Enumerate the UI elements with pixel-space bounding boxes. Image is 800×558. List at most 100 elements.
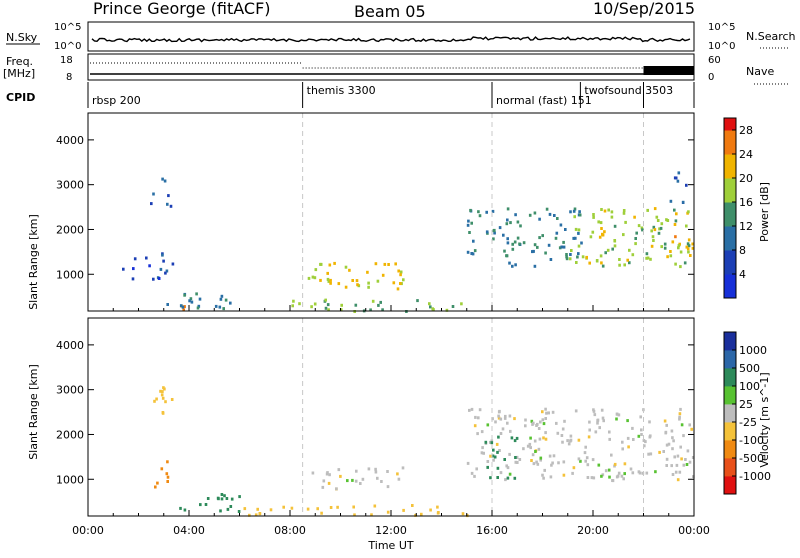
heatmap-cell	[691, 456, 695, 459]
heatmap-cell	[617, 413, 621, 417]
heatmap-cell	[637, 224, 641, 228]
heatmap-cell	[669, 199, 673, 203]
heatmap-cell	[607, 468, 611, 472]
velocity-panel: Slant Range [km] 1000 2000 3000 4000	[27, 317, 695, 518]
freq-tick-top: 18	[60, 55, 73, 66]
heatmap-cell	[552, 454, 556, 458]
heatmap-cell	[473, 474, 476, 478]
heatmap-cell	[339, 308, 343, 312]
heatmap-cell	[513, 240, 517, 244]
power-gridlines	[302, 113, 644, 311]
heatmap-cell	[474, 415, 477, 419]
heatmap-cell	[548, 454, 552, 458]
xtick-label: 00:00	[72, 524, 104, 537]
xtick-label: 12:00	[375, 524, 407, 537]
heatmap-cell	[592, 408, 595, 412]
heatmap-cell	[159, 389, 162, 393]
heatmap-cell	[166, 480, 169, 483]
heatmap-cell	[536, 245, 539, 249]
heatmap-cell	[688, 460, 692, 464]
heatmap-cell	[472, 239, 475, 243]
heatmap-cell	[229, 505, 233, 508]
heatmap-cell	[238, 495, 241, 499]
heatmap-cell	[686, 242, 690, 246]
heatmap-cell	[673, 223, 677, 226]
heatmap-cell	[122, 267, 125, 271]
heatmap-cell	[219, 297, 223, 301]
heatmap-cell	[470, 252, 473, 255]
heatmap-cell	[477, 210, 480, 214]
heatmap-cell	[592, 409, 596, 413]
heatmap-cell	[522, 447, 525, 451]
heatmap-cell	[641, 471, 645, 475]
heatmap-cell	[676, 179, 680, 183]
heatmap-cell	[513, 417, 516, 421]
heatmap-cell	[588, 428, 591, 432]
heatmap-cell	[676, 478, 680, 482]
heatmap-cell	[547, 243, 551, 247]
heatmap-cell	[593, 413, 597, 417]
heatmap-cell	[621, 440, 624, 444]
heatmap-cell	[224, 298, 228, 302]
heatmap-cell	[548, 212, 552, 216]
heatmap-cell	[473, 424, 477, 428]
heatmap-cell	[639, 415, 642, 419]
heatmap-cell	[475, 467, 478, 471]
heatmap-cell	[600, 261, 603, 265]
heatmap-cell	[598, 235, 602, 239]
heatmap-cell	[165, 269, 169, 273]
heatmap-cell	[505, 254, 509, 258]
heatmap-cell	[402, 278, 405, 282]
heatmap-cell	[524, 424, 527, 428]
heatmap-cell	[631, 471, 635, 475]
heatmap-cell	[498, 449, 501, 452]
heatmap-cell	[562, 473, 566, 477]
heatmap-cell	[545, 411, 548, 415]
xtick-label: 04:00	[173, 524, 205, 537]
heatmap-cell	[256, 507, 259, 511]
heatmap-cell	[307, 276, 311, 280]
heatmap-cell	[623, 472, 626, 476]
heatmap-cell	[665, 218, 668, 222]
heatmap-cell	[470, 471, 474, 475]
heatmap-cell	[587, 435, 591, 439]
heatmap-cell	[547, 411, 550, 415]
colorbar-swatch	[724, 160, 736, 167]
heatmap-cell	[254, 513, 258, 517]
heatmap-cell	[155, 397, 158, 401]
heatmap-cell	[686, 449, 690, 453]
heatmap-cell	[504, 414, 507, 418]
heatmap-cell	[392, 281, 396, 285]
velocity-colorbar-label: Velocity [m s^-1]	[758, 372, 771, 467]
colorbar-tick-label: -500	[739, 452, 764, 465]
heatmap-cell	[402, 508, 405, 512]
heatmap-cell	[258, 512, 262, 515]
heatmap-cell	[386, 485, 390, 489]
colorbar-swatch	[724, 172, 736, 179]
heatmap-cell	[496, 450, 499, 454]
power-panel: Slant Range [km] 1000 2000 3000 4000	[27, 112, 695, 313]
heatmap-cell	[666, 219, 670, 222]
colorbar-swatch	[724, 184, 736, 191]
heatmap-cell	[594, 430, 598, 434]
date-title: 10/Sep/2015	[593, 0, 695, 18]
freq-unit: [MHz]	[3, 67, 35, 80]
heatmap-cell	[179, 304, 183, 308]
heatmap-cell	[473, 249, 477, 253]
velocity-cells	[153, 386, 695, 518]
cpid-segment-label: twofsound 3503	[584, 84, 673, 97]
heatmap-cell	[337, 468, 341, 472]
heatmap-cell	[608, 475, 611, 479]
heatmap-cell	[179, 506, 182, 510]
heatmap-cell	[355, 279, 359, 283]
heatmap-cell	[659, 226, 663, 230]
heatmap-cell	[613, 239, 616, 242]
heatmap-cell	[604, 251, 607, 255]
heatmap-cell	[682, 434, 685, 438]
heatmap-cell	[553, 214, 556, 217]
heatmap-cell	[610, 210, 614, 214]
heatmap-cell	[536, 422, 539, 426]
nave-tick-top: 60	[708, 55, 721, 66]
heatmap-cell	[569, 253, 572, 256]
heatmap-cell	[596, 418, 600, 422]
